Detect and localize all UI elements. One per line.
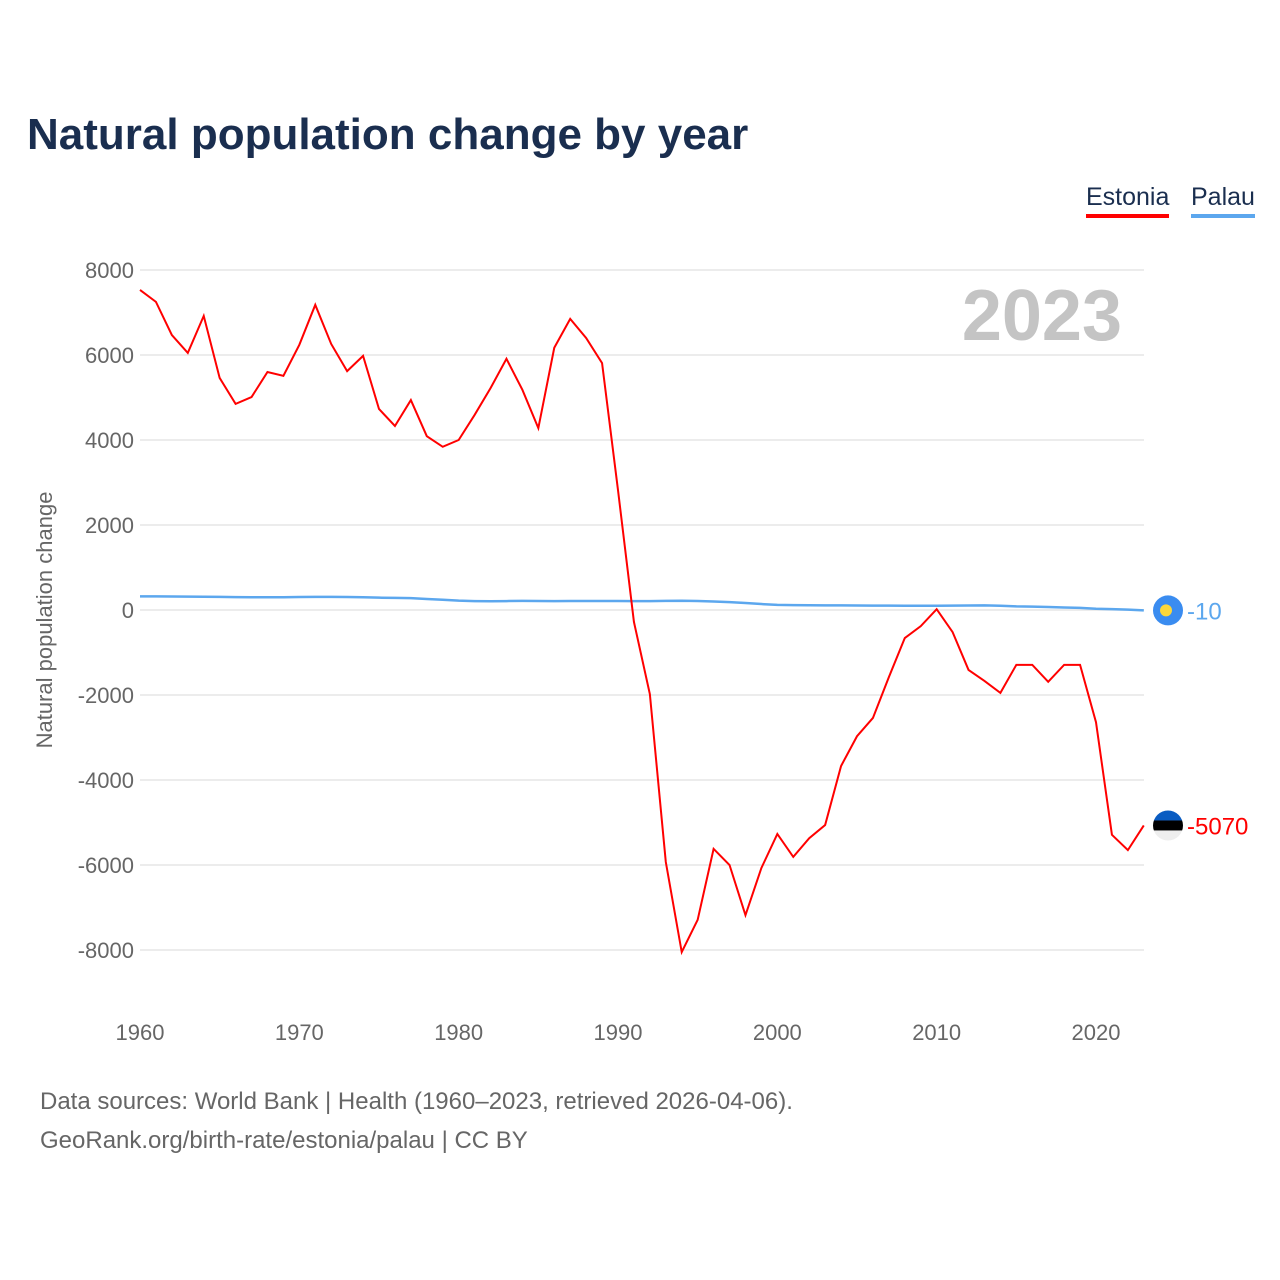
legend-item-estonia[interactable]: Estonia xyxy=(1086,183,1170,218)
y-axis-label: Natural population change xyxy=(32,492,57,749)
series-line-estonia xyxy=(139,289,1145,956)
y-tick-label: 4000 xyxy=(85,428,134,453)
legend-item-palau[interactable]: Palau xyxy=(1191,183,1255,218)
end-value-label-estonia: -5070 xyxy=(1187,813,1248,840)
palau-flag-moon xyxy=(1160,604,1172,617)
x-tick-label: 1990 xyxy=(594,1020,643,1045)
x-tick-label: 2020 xyxy=(1072,1020,1121,1045)
x-tick-label: 1980 xyxy=(434,1020,483,1045)
y-tick-label: -4000 xyxy=(78,768,134,793)
x-tick-label: 1960 xyxy=(116,1020,165,1045)
y-tick-label: -6000 xyxy=(78,853,134,878)
y-tick-label: 0 xyxy=(122,598,134,623)
x-tick-label: 1970 xyxy=(275,1020,324,1045)
year-watermark: 2023 xyxy=(962,276,1122,356)
y-tick-label: 6000 xyxy=(85,343,134,368)
source-link[interactable]: GeoRank.org/birth-rate/estonia/palau | C… xyxy=(40,1127,528,1154)
estonia-flag-icon xyxy=(1153,810,1183,841)
chart-title: Natural population change by year xyxy=(27,110,749,159)
y-tick-label: -8000 xyxy=(78,938,134,963)
data-source: Data sources: World Bank | Health (1960–… xyxy=(40,1088,793,1115)
x-tick-label: 2010 xyxy=(912,1020,961,1045)
x-tick-label: 2000 xyxy=(753,1020,802,1045)
y-tick-label: -2000 xyxy=(78,683,134,708)
series-line-palau xyxy=(140,595,1144,612)
y-tick-label: 2000 xyxy=(85,513,134,538)
end-value-label-palau: -10 xyxy=(1187,598,1222,625)
y-tick-label: 8000 xyxy=(85,258,134,283)
